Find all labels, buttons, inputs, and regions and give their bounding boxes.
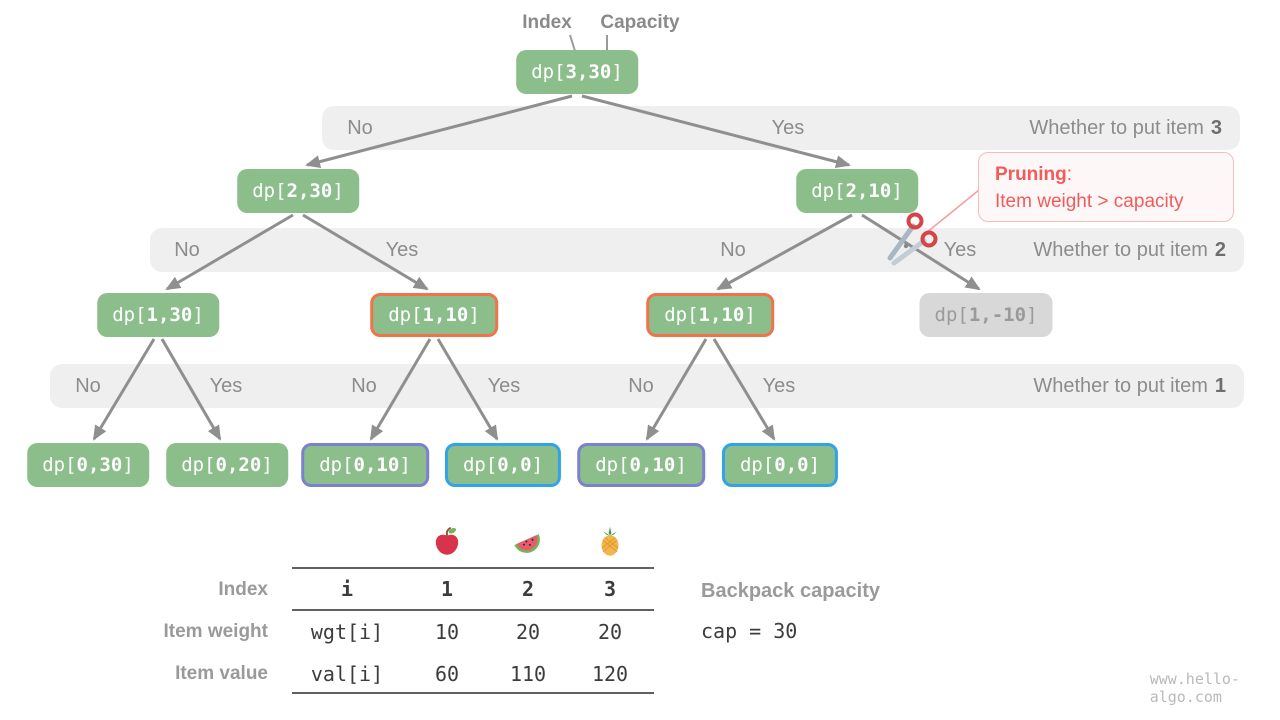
table-cell: 1 xyxy=(440,577,454,601)
decision-label-yes: Yes xyxy=(943,239,977,261)
table-cell: wgt[i] xyxy=(310,620,384,644)
node-dp-0-0-highlighted: dp[0,0] xyxy=(721,443,839,487)
band-question-item-2: Whether to put item 2 xyxy=(1033,239,1226,261)
capacity-annotation: Capacity xyxy=(600,12,680,33)
node-dp-3-30: dp[3,30] xyxy=(516,50,638,94)
node-dp-0-10-highlighted: dp[0,10] xyxy=(577,443,705,487)
decision-label-no: No xyxy=(351,375,377,397)
table-cell: 60 xyxy=(434,662,460,686)
apple-icon xyxy=(431,525,463,557)
pineapple-icon xyxy=(594,525,626,557)
decision-label-yes: Yes xyxy=(762,375,796,397)
node-dp-1-10-highlighted: dp[1,10] xyxy=(646,293,774,337)
node-dp-1-neg10-pruned: dp[1,-10] xyxy=(919,293,1053,337)
decision-label-no: No xyxy=(75,375,101,397)
label-tick-lines xyxy=(569,34,608,52)
decision-label-yes: Yes xyxy=(771,117,805,139)
index-annotation: Index xyxy=(522,12,572,33)
table-row-header-value: Item value xyxy=(175,663,268,684)
watermark: www.hello-algo.com xyxy=(1149,670,1240,706)
node-dp-1-10-highlighted: dp[1,10] xyxy=(370,293,498,337)
pruning-callout: Pruning: Item weight > capacity xyxy=(978,152,1234,222)
band-question-item-3: Whether to put item 3 xyxy=(1029,117,1222,139)
decision-label-yes: Yes xyxy=(487,375,521,397)
table-cell: 10 xyxy=(434,620,460,644)
backpack-capacity-code: cap = 30 xyxy=(701,619,798,643)
table-cell: i xyxy=(340,577,354,601)
node-dp-0-30: dp[0,30] xyxy=(27,443,149,487)
decision-label-yes: Yes xyxy=(209,375,243,397)
decision-label-no: No xyxy=(720,239,746,261)
table-cell: 110 xyxy=(509,662,547,686)
node-dp-0-10-highlighted: dp[0,10] xyxy=(301,443,429,487)
table-cell: 20 xyxy=(515,620,541,644)
table-header-rule xyxy=(292,609,654,611)
table-row-header-weight: Item weight xyxy=(163,621,268,642)
table-row-header-index: Index xyxy=(218,579,268,600)
node-dp-2-30: dp[2,30] xyxy=(237,169,359,213)
table-top-rule xyxy=(292,567,654,569)
pruning-connector-line xyxy=(925,189,980,234)
band-question-item-1: Whether to put item 1 xyxy=(1033,375,1226,397)
table-cell: 2 xyxy=(521,577,535,601)
decision-label-no: No xyxy=(174,239,200,261)
node-dp-1-30: dp[1,30] xyxy=(97,293,219,337)
decision-label-no: No xyxy=(628,375,654,397)
table-cell: 120 xyxy=(591,662,629,686)
backpack-capacity-label: Backpack capacity xyxy=(701,580,881,602)
decision-label-no: No xyxy=(347,117,373,139)
table-cell: 20 xyxy=(597,620,623,644)
node-dp-0-0-highlighted: dp[0,0] xyxy=(444,443,562,487)
table-cell: 3 xyxy=(603,577,617,601)
node-dp-2-10: dp[2,10] xyxy=(796,169,918,213)
table-bottom-rule xyxy=(292,692,654,694)
node-dp-0-20: dp[0,20] xyxy=(166,443,288,487)
decision-label-yes: Yes xyxy=(385,239,419,261)
watermelon-icon xyxy=(512,525,544,557)
table-cell: val[i] xyxy=(310,662,384,686)
